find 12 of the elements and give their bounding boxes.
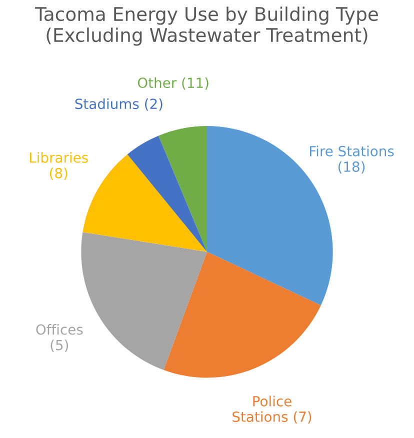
slice-label: Libraries (8) [30,152,88,180]
pie-slice [164,252,321,378]
slice-label: Fire Stations (18) [310,146,394,174]
slice-label: Stadiums (2) [75,98,162,111]
chart-title: Tacoma Energy Use by Building Type (Excluding Wastewater Treatment) [34,6,378,46]
slice-label: Other (11) [138,77,208,90]
pie-slice [81,232,207,370]
pie-slice [207,126,333,306]
pie-slice [127,136,207,252]
slice-label: Offices (5) [36,324,83,352]
pie-slice [158,126,207,252]
slice-label: Police Stations (7) [232,396,312,424]
